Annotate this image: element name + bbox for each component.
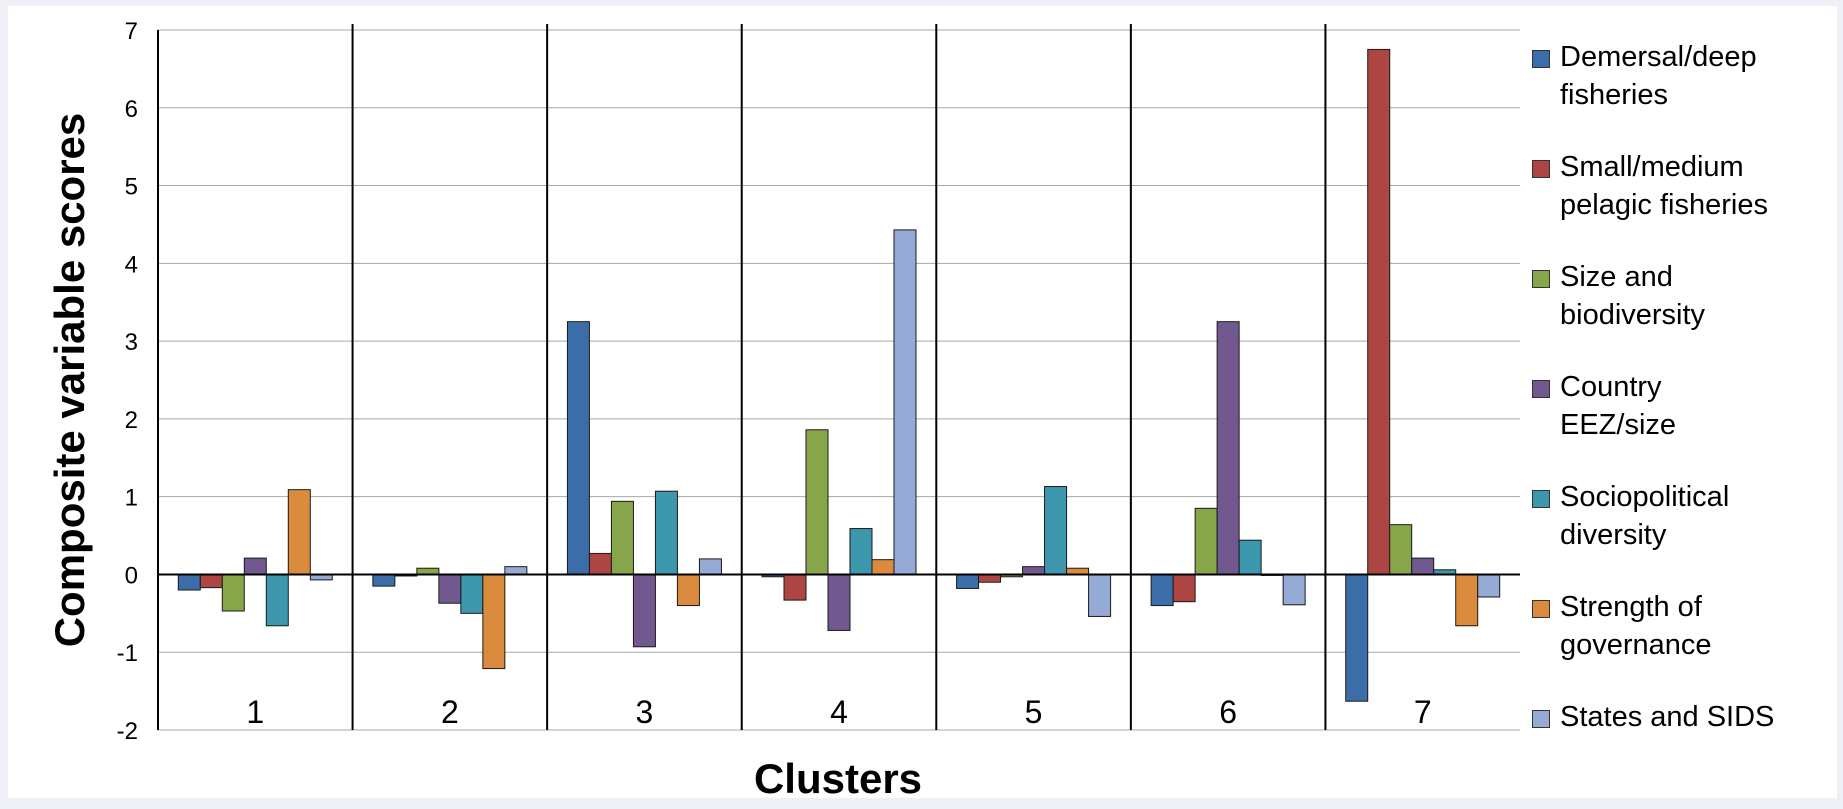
bar	[1455, 573, 1479, 627]
bar	[1022, 566, 1046, 575]
bar	[1345, 573, 1369, 702]
bar	[287, 489, 311, 575]
bar	[1282, 573, 1306, 606]
bar	[265, 573, 289, 627]
bar	[1238, 539, 1262, 575]
y-tick-label: 6	[125, 96, 138, 123]
bar	[1172, 573, 1196, 603]
legend-item: Strength of governance	[1532, 588, 1832, 698]
legend-label: States and SIDS	[1560, 701, 1775, 733]
bar	[1044, 486, 1068, 575]
bar	[1367, 48, 1391, 575]
bar	[438, 573, 462, 604]
bar	[177, 573, 201, 591]
bar	[1477, 573, 1501, 598]
legend-item: States and SIDS	[1532, 698, 1832, 808]
y-tick-label: 2	[125, 407, 138, 434]
legend-item: Small/medium pelagic fisheries	[1532, 148, 1832, 258]
bar	[871, 559, 895, 575]
bar	[460, 573, 484, 614]
legend-swatch	[1532, 50, 1550, 68]
bar	[978, 573, 1002, 583]
bars	[177, 48, 1501, 702]
legend-swatch	[1532, 710, 1550, 728]
legend-label: Demersal/deep fisheries	[1560, 41, 1757, 111]
bar	[610, 500, 634, 575]
chart-background	[8, 6, 1837, 798]
bar	[504, 566, 528, 575]
bar	[1194, 507, 1218, 575]
bar	[566, 321, 590, 575]
legend-swatch	[1532, 160, 1550, 178]
legend-label: Sociopolitical diversity	[1560, 481, 1730, 551]
bar	[849, 528, 873, 575]
x-tick-label: 3	[636, 694, 654, 730]
legend-item: Size and biodiversity	[1532, 258, 1832, 368]
bar	[827, 573, 851, 631]
bar	[676, 573, 700, 607]
y-tick-label: 1	[125, 485, 138, 512]
legend-swatch	[1532, 270, 1550, 288]
bar	[698, 558, 722, 575]
bar	[1088, 573, 1112, 617]
x-tick-label: 7	[1414, 694, 1432, 730]
x-tick-label: 1	[246, 694, 264, 730]
legend-swatch	[1532, 380, 1550, 398]
bar	[372, 573, 396, 587]
legend: Demersal/deep fisheries Small/medium pela…	[1532, 38, 1832, 808]
x-tick-label: 6	[1219, 694, 1237, 730]
bar	[1216, 321, 1240, 575]
y-tick-label: -2	[117, 718, 138, 745]
legend-label: Size and biodiversity	[1560, 261, 1706, 331]
bar	[783, 573, 807, 601]
bar	[893, 229, 917, 575]
bar	[221, 573, 245, 612]
y-tick-label: -1	[117, 640, 138, 667]
bar	[1411, 557, 1435, 575]
bar	[805, 429, 829, 575]
y-axis-title: Composite variable scores	[46, 113, 93, 648]
legend-label: Country EEZ/size	[1560, 371, 1677, 441]
bar	[199, 573, 223, 589]
x-tick-label: 4	[830, 694, 848, 730]
bar	[1389, 524, 1413, 575]
y-tick-label: 4	[125, 251, 138, 278]
bar	[588, 552, 612, 575]
bar	[1150, 573, 1174, 607]
bar	[654, 490, 678, 575]
legend-item: Sociopolitical diversity	[1532, 478, 1832, 588]
y-tick-label: 5	[125, 174, 138, 201]
legend-label: Strength of governance	[1560, 591, 1712, 661]
legend-item: Country EEZ/size	[1532, 368, 1832, 478]
bar	[632, 573, 656, 648]
y-tick-labels: -2 -1 0 1 2 3 4 5 6 7	[117, 18, 138, 745]
legend-swatch	[1532, 490, 1550, 508]
legend-item: Demersal/deep fisheries	[1532, 38, 1832, 148]
x-tick-label: 2	[441, 694, 459, 730]
x-tick-labels: 1 2 3 4 5 6 7	[246, 694, 1431, 730]
axes	[157, 30, 1520, 730]
x-axis-title: Clusters	[754, 755, 922, 802]
y-tick-label: 7	[125, 18, 138, 45]
y-tick-label: 3	[125, 329, 138, 356]
cluster-separators	[351, 24, 1327, 730]
bar	[956, 573, 980, 589]
bar	[482, 573, 506, 670]
bar	[243, 557, 267, 575]
legend-swatch	[1532, 600, 1550, 618]
legend-label: Small/medium pelagic fisheries	[1560, 151, 1768, 221]
x-tick-label: 5	[1025, 694, 1043, 730]
y-tick-label: 0	[125, 562, 138, 589]
